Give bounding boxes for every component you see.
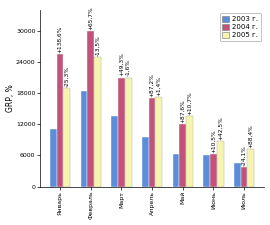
Text: +87,6%: +87,6% [180,99,185,123]
Bar [111,117,118,187]
Bar [156,97,162,187]
Bar [118,77,125,187]
Bar [87,31,94,187]
Bar [186,117,193,187]
Text: +88,4%: +88,4% [248,124,253,148]
Text: -1,6%: -1,6% [126,59,131,76]
Text: +49,3%: +49,3% [119,53,124,76]
Text: +87,2%: +87,2% [150,73,155,97]
Bar [217,142,224,187]
Text: +10,7%: +10,7% [187,92,192,115]
Text: -13,5%: -13,5% [95,35,100,56]
Bar [248,149,254,187]
Bar [57,54,63,187]
Text: +1,4%: +1,4% [156,76,161,96]
Bar [234,163,241,187]
Text: +42,5%: +42,5% [218,117,223,140]
Text: -24,1%: -24,1% [242,145,247,166]
Bar [63,88,70,187]
Text: +10,5%: +10,5% [211,130,216,153]
Bar [94,57,101,187]
Y-axis label: GRP, %: GRP, % [6,84,15,112]
Bar [125,77,131,187]
Bar [203,155,210,187]
Text: +65,7%: +65,7% [88,6,93,30]
Bar [149,98,156,187]
Bar [142,137,149,187]
Text: -25,3%: -25,3% [64,66,69,87]
Bar [81,90,87,187]
Bar [210,154,217,187]
Text: +138,6%: +138,6% [58,26,63,53]
Bar [173,154,179,187]
Legend: 2003 г., 2004 г., 2005 г.: 2003 г., 2004 г., 2005 г. [220,14,261,41]
Bar [50,129,57,187]
Bar [179,124,186,187]
Bar [241,167,248,187]
